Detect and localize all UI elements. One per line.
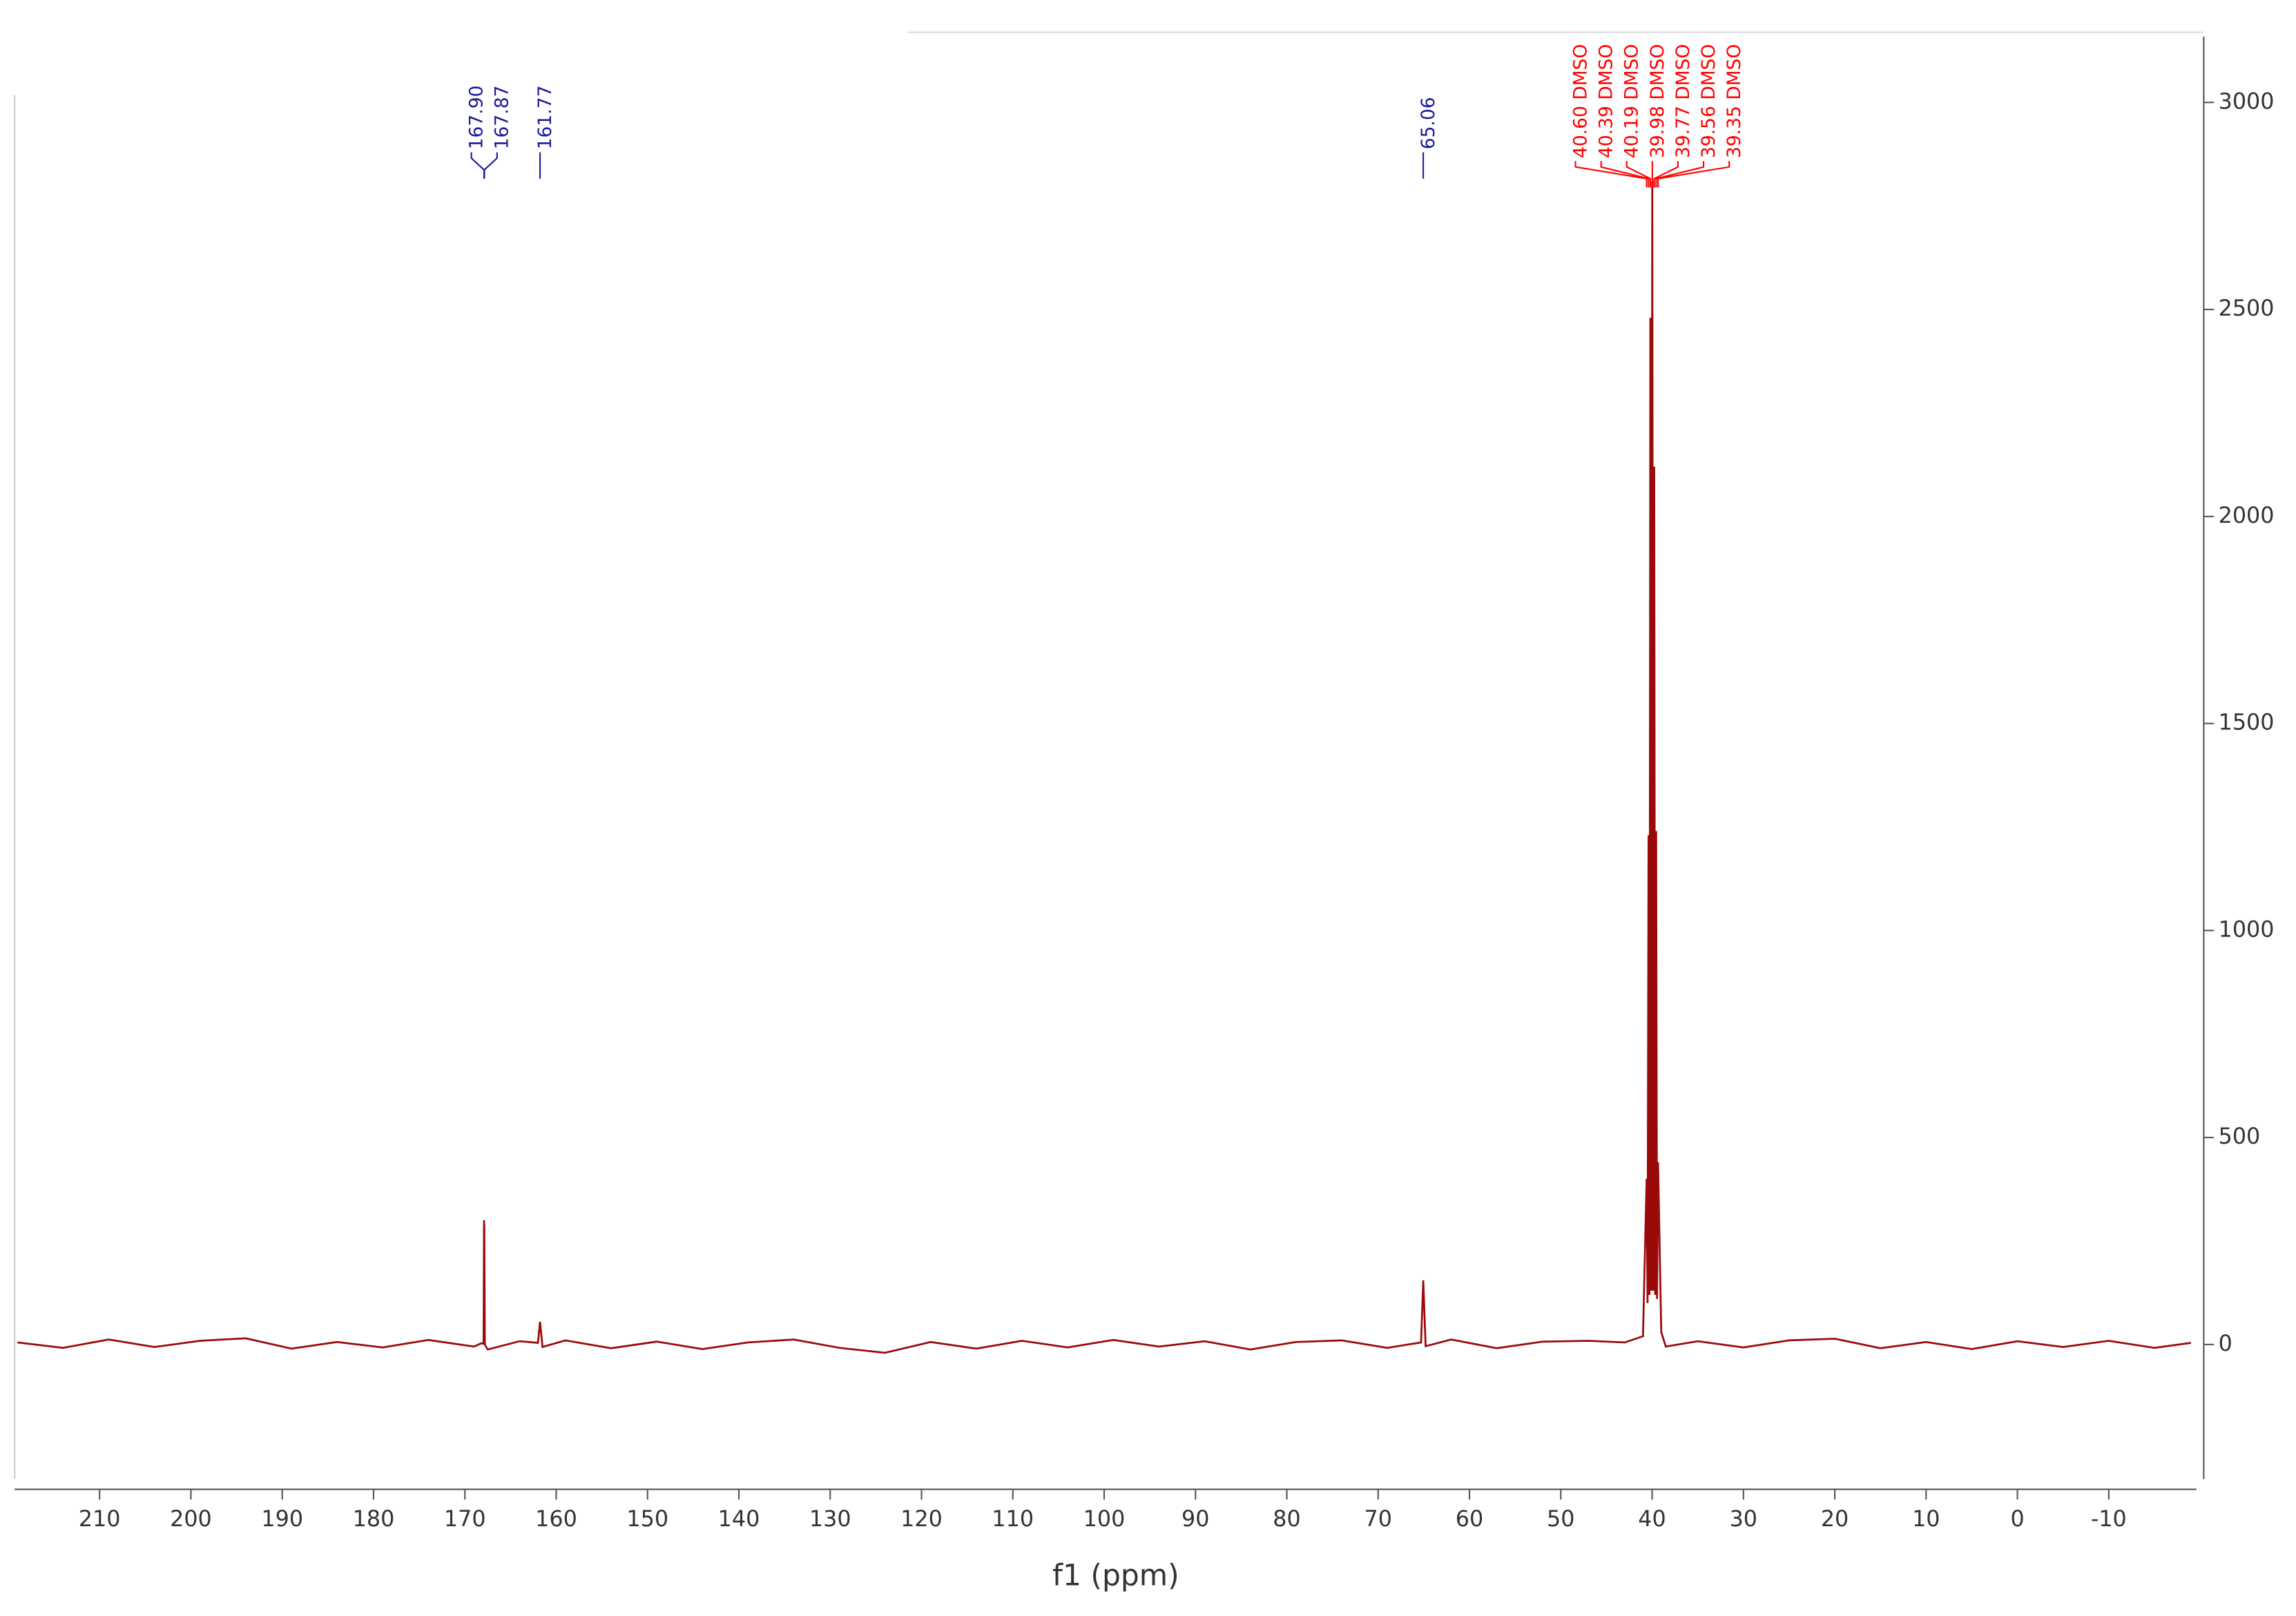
x-tick-label: 130 — [809, 1506, 851, 1532]
x-tick-label: 70 — [1364, 1506, 1392, 1532]
x-tick-label: 40 — [1638, 1506, 1666, 1532]
x-tick-label: 10 — [1912, 1506, 1940, 1532]
peak-connector — [1600, 161, 1650, 188]
peak-connector — [470, 152, 485, 179]
peak-label: 167.90 — [466, 86, 488, 150]
x-tick-label: 140 — [718, 1506, 760, 1532]
peak-label: 39.77 DMSO — [1672, 44, 1694, 158]
peak-label: 167.87 — [492, 86, 513, 150]
y-tick-label: 1500 — [2219, 710, 2275, 735]
x-tick-label: 30 — [1730, 1506, 1757, 1532]
peak-label: 39.98 DMSO — [1647, 44, 1668, 158]
peak-label: 65.06 — [1418, 97, 1439, 149]
peak-connector — [1625, 161, 1652, 188]
x-tick-label: -10 — [2091, 1506, 2127, 1532]
y-tick-label: 3000 — [2219, 88, 2275, 114]
peak-label: 40.39 DMSO — [1596, 44, 1617, 158]
x-axis-title: f1 (ppm) — [1052, 1559, 1179, 1593]
x-tick-label: 150 — [626, 1506, 668, 1532]
x-tick-label: 160 — [535, 1506, 577, 1532]
x-tick-label: 90 — [1181, 1506, 1209, 1532]
y-tick-label: 1000 — [2219, 916, 2275, 942]
peak-label: 40.19 DMSO — [1621, 44, 1643, 158]
peak-connector — [1653, 161, 1679, 188]
x-tick-label: 190 — [261, 1506, 303, 1532]
x-tick-label: 100 — [1083, 1506, 1126, 1532]
x-tick-label: 60 — [1456, 1506, 1483, 1532]
x-tick-label: 20 — [1821, 1506, 1849, 1532]
x-tick-label: 180 — [353, 1506, 395, 1532]
x-tick-label: 120 — [900, 1506, 943, 1532]
x-tick-label: 0 — [2010, 1506, 2024, 1532]
x-tick-label: 80 — [1273, 1506, 1300, 1532]
y-tick-label: 500 — [2219, 1124, 2261, 1149]
x-tick-label: 110 — [992, 1506, 1034, 1532]
peak-label: 39.56 DMSO — [1698, 44, 1719, 158]
x-tick-label: 210 — [79, 1506, 121, 1532]
peak-label: 161.77 — [534, 86, 556, 150]
peak-label: 39.35 DMSO — [1724, 44, 1745, 158]
peak-connector — [483, 152, 498, 179]
y-tick-label: 2500 — [2219, 296, 2275, 321]
peak-connector — [1574, 161, 1648, 188]
x-tick-label: 50 — [1547, 1506, 1574, 1532]
y-tick-label: 2000 — [2219, 503, 2275, 528]
peak-connector — [1655, 161, 1705, 188]
x-tick-label: 170 — [444, 1506, 486, 1532]
x-tick-label: 200 — [170, 1506, 212, 1532]
spectrum — [17, 181, 2192, 1354]
y-tick-label: 0 — [2219, 1331, 2232, 1356]
peak-label: 40.60 DMSO — [1570, 44, 1592, 158]
peak-connector — [1657, 161, 1730, 188]
